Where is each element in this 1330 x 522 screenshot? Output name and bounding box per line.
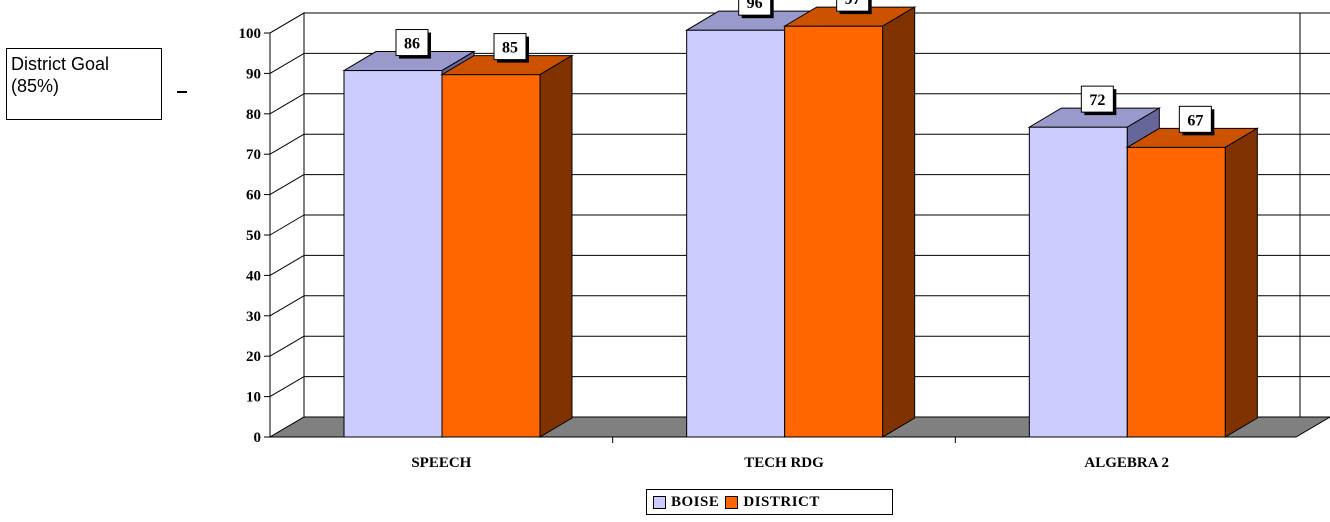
data-label: 85 <box>502 40 518 57</box>
y-tick-label: 20 <box>246 349 261 365</box>
y-tick-label: 100 <box>239 26 262 42</box>
bar-boise <box>343 70 443 438</box>
x-tick-label: TECH RDG <box>744 455 824 471</box>
bar-boise <box>686 29 786 438</box>
gridline-side <box>269 214 305 236</box>
legend: BOISE DISTRICT <box>646 489 893 515</box>
x-tick-label: ALGEBRA 2 <box>1084 455 1169 471</box>
legend-swatch-district <box>725 495 739 509</box>
district-goal-box: District Goal (85%) <box>6 48 162 120</box>
data-label-box <box>836 0 870 12</box>
gridline-side <box>269 295 305 317</box>
bar-district <box>441 74 541 438</box>
data-label: 97 <box>845 0 861 8</box>
gridline-side <box>269 52 305 74</box>
legend-item-district: DISTRICT <box>725 494 820 511</box>
data-label: 67 <box>1187 112 1203 129</box>
data-label-box <box>395 29 429 57</box>
district-goal-percent: (85%) <box>11 76 60 96</box>
data-label: 96 <box>747 0 763 12</box>
bar-side-district <box>539 54 573 438</box>
data-labels-layer: 86 85 96 97 72 67 <box>395 0 1215 136</box>
data-label-box <box>738 0 772 16</box>
gridline-side <box>269 376 305 398</box>
data-label-box <box>493 33 527 61</box>
district-goal-label: District Goal <box>11 54 110 74</box>
legend-item-boise: BOISE <box>653 494 719 511</box>
y-tick-label: 30 <box>246 309 261 325</box>
district-goal-marker <box>177 91 187 93</box>
legend-label-district: DISTRICT <box>743 493 820 510</box>
y-tick-label: 10 <box>246 390 261 406</box>
data-label: 86 <box>404 36 420 53</box>
y-tick-label: 70 <box>246 147 261 163</box>
bar-boise <box>1028 126 1128 438</box>
data-label-box <box>1080 85 1114 113</box>
gridline-side <box>269 133 305 155</box>
bar-side-district <box>1224 127 1258 438</box>
gridline-side <box>269 174 305 196</box>
gridline-side <box>269 335 305 357</box>
data-label-box <box>1178 105 1212 133</box>
bar-district <box>1126 146 1226 438</box>
gridline-side <box>269 12 305 34</box>
y-tick-label: 60 <box>246 188 261 204</box>
bar-side-district <box>882 6 916 438</box>
bars-layer <box>342 6 1260 438</box>
x-tick-label: SPEECH <box>411 455 471 471</box>
data-label: 72 <box>1089 92 1105 109</box>
gridline-side <box>269 93 305 115</box>
legend-swatch-boise <box>653 495 666 509</box>
legend-label-boise: BOISE <box>671 493 720 510</box>
y-tick-label: 40 <box>246 268 261 284</box>
y-tick-label: 50 <box>246 228 261 244</box>
gridline-side <box>269 254 305 276</box>
y-tick-label: 0 <box>254 430 262 446</box>
y-tick-label: 90 <box>246 66 261 82</box>
bar-district <box>784 25 884 438</box>
y-tick-label: 80 <box>246 107 261 123</box>
